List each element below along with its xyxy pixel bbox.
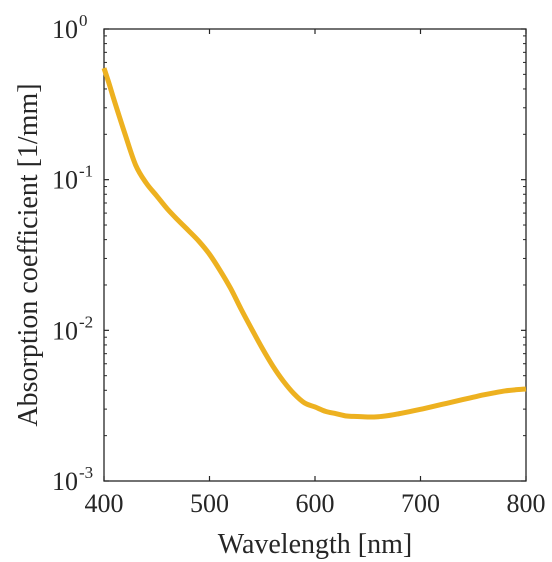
y-tick-label-exponent: -2 [79, 312, 93, 331]
x-axis-label: Wavelength [nm] [218, 529, 412, 560]
y-tick-label-base: 10 [52, 15, 78, 44]
series-layer [101, 67, 527, 420]
y-tick-label: 10 -2 [52, 312, 93, 345]
y-tick-label: 10 -1 [52, 162, 93, 195]
x-tick-label: 800 [507, 489, 546, 518]
y-tick-label-base: 10 [52, 166, 78, 195]
y-tick-label-exponent: -1 [79, 162, 93, 181]
y-tick-label-base: 10 [52, 316, 78, 345]
axis-ticks [103, 28, 527, 482]
y-tick-label: 10 0 [52, 11, 88, 44]
y-tick-label-exponent: 0 [79, 11, 88, 30]
y-tick-label: 10 -3 [52, 463, 93, 496]
series-line [101, 67, 527, 420]
y-axis-label: Absorption coefficient [1/mm] [13, 83, 44, 426]
x-tick-label: 400 [85, 489, 124, 518]
plot-area [103, 28, 527, 482]
y-tick-label-exponent: -3 [79, 463, 93, 482]
x-tick-label: 500 [190, 489, 229, 518]
x-tick-label: 700 [401, 489, 440, 518]
y-tick-label-base: 10 [52, 467, 78, 496]
x-tick-label: 600 [296, 489, 335, 518]
